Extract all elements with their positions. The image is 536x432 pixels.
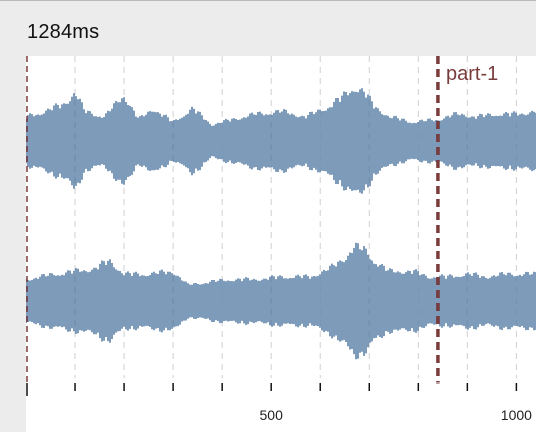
window-top-border bbox=[0, 0, 536, 1]
waveform-channel-1 bbox=[26, 88, 536, 194]
ruler-label: 500 bbox=[260, 407, 284, 423]
waveform-view[interactable]: 500 1000 bbox=[26, 56, 536, 432]
waveform-layer bbox=[26, 88, 536, 360]
timeline-ruler[interactable]: 500 1000 bbox=[26, 382, 536, 423]
marker-label-part-1[interactable]: part-1 bbox=[446, 63, 499, 85]
ruler-label: 1000 bbox=[501, 407, 532, 423]
waveform-channel-2 bbox=[26, 242, 536, 360]
waveform-editor-canvas[interactable]: 500 1000 bbox=[26, 56, 536, 432]
playhead-time-readout: 1284ms bbox=[27, 21, 100, 43]
grid-lines bbox=[74, 56, 517, 378]
